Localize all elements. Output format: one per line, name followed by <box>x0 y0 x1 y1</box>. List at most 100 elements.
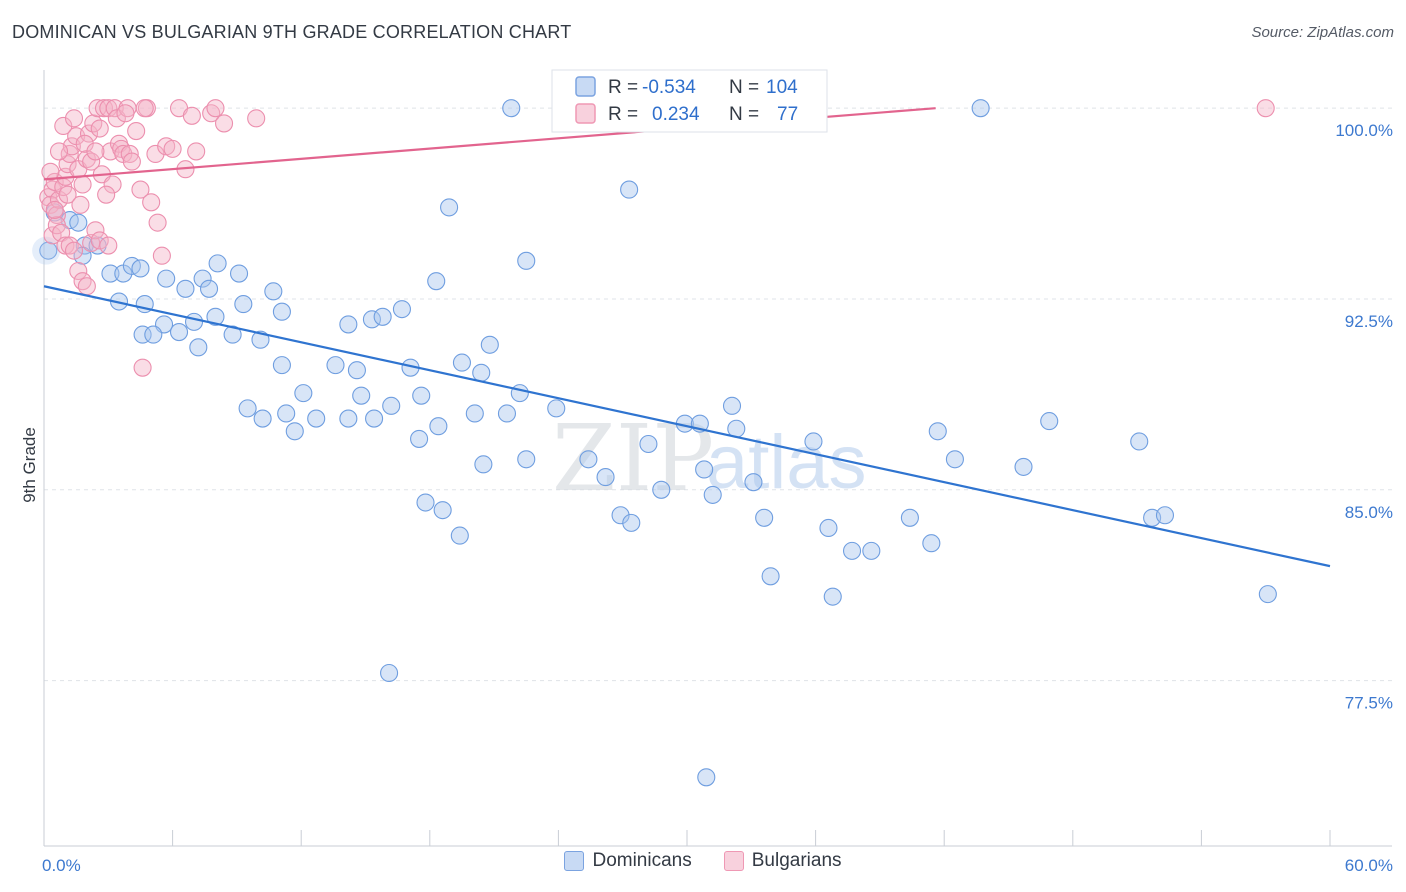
legend-r-value-pink: 0.234 <box>652 104 700 125</box>
dominican-point <box>823 587 842 606</box>
dominican-point <box>412 386 431 405</box>
dominican-point <box>620 180 639 199</box>
legend-item-dominicans[interactable]: Dominicans <box>564 850 692 872</box>
legend-label-bulgarians: Bulgarians <box>751 850 842 871</box>
bulgarian-point <box>71 195 90 214</box>
stats-legend: R = -0.534 N = 104 R = 0.234 N = 77 <box>551 69 828 133</box>
bulgarian-point <box>73 175 92 194</box>
bulgarian-point <box>94 99 114 118</box>
bulgarian-point <box>135 99 154 118</box>
dominican-point <box>1155 506 1175 525</box>
dominican-point <box>928 422 947 441</box>
dominican-point <box>131 259 150 278</box>
dominican-point <box>697 768 716 787</box>
dominican-point <box>744 473 763 492</box>
bulgarian-point <box>152 246 171 265</box>
bulgarian-point <box>142 193 161 212</box>
dominican-point <box>611 506 630 525</box>
series-bulgarians <box>39 99 1275 377</box>
legend-r-value-blue: -0.534 <box>642 77 696 98</box>
grid <box>44 107 1392 682</box>
bulgarian-point <box>86 221 105 240</box>
dominican-point <box>695 460 714 479</box>
legend-n-value-pink: 77 <box>777 104 798 125</box>
dominican-point <box>517 450 536 469</box>
bulgarian-point <box>133 358 152 377</box>
bulgarian-point <box>54 116 73 136</box>
dominican-point <box>639 434 658 454</box>
dominican-point <box>169 323 189 342</box>
bulgarian-point <box>146 144 165 164</box>
bulgarian-point <box>163 139 182 158</box>
legend-n-value-blue: 104 <box>766 77 798 98</box>
dominican-point <box>510 384 529 403</box>
trend-line-dominicans <box>43 285 1331 568</box>
dominican-point <box>922 534 941 553</box>
dominican-point <box>382 396 401 415</box>
legend-label-dominicans: Dominicans <box>592 850 692 871</box>
tick-labels: 100.0% 92.5% 85.0% 77.5% 0.0% 60.0% <box>42 121 1393 875</box>
dominican-point <box>517 251 536 270</box>
x-tick-label: 0.0% <box>42 856 81 875</box>
dominican-point <box>184 312 204 331</box>
dominican-point <box>971 99 990 118</box>
bulgarian-point <box>82 152 101 171</box>
dominican-point <box>133 325 152 344</box>
dominican-point <box>206 307 225 326</box>
bulgarian-point <box>90 231 109 250</box>
dominican-point <box>199 279 219 298</box>
bulgarian-point <box>86 142 105 161</box>
dominican-point <box>497 404 517 423</box>
dominican-point <box>900 508 919 527</box>
dominican-point <box>410 429 429 448</box>
dominican-point <box>193 269 212 288</box>
dominican-point <box>234 295 253 314</box>
dominican-point <box>862 541 881 560</box>
dominican-point <box>352 386 371 405</box>
dominican-point <box>819 518 838 538</box>
dominican-point <box>1130 432 1149 451</box>
dominican-point <box>339 315 358 334</box>
legend-swatch-blue <box>575 76 596 97</box>
dominican-point <box>1014 457 1033 476</box>
dominican-point <box>307 409 326 428</box>
dominican-point <box>427 272 446 291</box>
bulgarian-point <box>41 162 60 181</box>
bulgarian-point <box>45 200 64 219</box>
bulgarian-point <box>122 152 141 171</box>
dominican-point <box>365 409 384 428</box>
dominican-point <box>285 422 304 441</box>
bulgarian-point <box>127 122 146 141</box>
bulgarian-point <box>60 144 79 164</box>
dominican-point <box>579 450 598 469</box>
bulgarian-point <box>214 114 234 133</box>
bulgarian-point <box>116 104 135 123</box>
source-label: Source: ZipAtlas.com <box>1251 24 1394 41</box>
dominican-point <box>416 493 435 512</box>
dominican-point <box>703 485 722 504</box>
legend-item-bulgarians[interactable]: Bulgarians <box>723 850 842 872</box>
dominican-point <box>502 99 521 118</box>
dominican-point <box>945 450 964 469</box>
dominican-point <box>842 541 862 560</box>
dominican-point <box>101 264 120 283</box>
dominican-point <box>380 663 399 683</box>
legend-swatch-dominicans <box>564 851 585 871</box>
dominican-point <box>264 282 283 301</box>
dominican-point <box>622 513 641 532</box>
dominican-point <box>144 325 163 344</box>
bulgarian-point <box>1256 99 1275 118</box>
dominican-point <box>238 399 257 418</box>
bulgarian-point <box>99 236 118 255</box>
y-tick-label: 100.0% <box>1335 121 1393 140</box>
dominican-point <box>429 417 448 436</box>
bulgarian-point <box>103 175 122 194</box>
bulgarian-point <box>58 185 77 204</box>
dominican-point <box>722 396 742 415</box>
dominican-point <box>450 526 469 545</box>
dominican-point <box>465 404 484 423</box>
x-tick-label: 60.0% <box>1345 856 1393 875</box>
bulgarian-point <box>247 109 266 128</box>
bulgarian-point <box>148 213 167 232</box>
